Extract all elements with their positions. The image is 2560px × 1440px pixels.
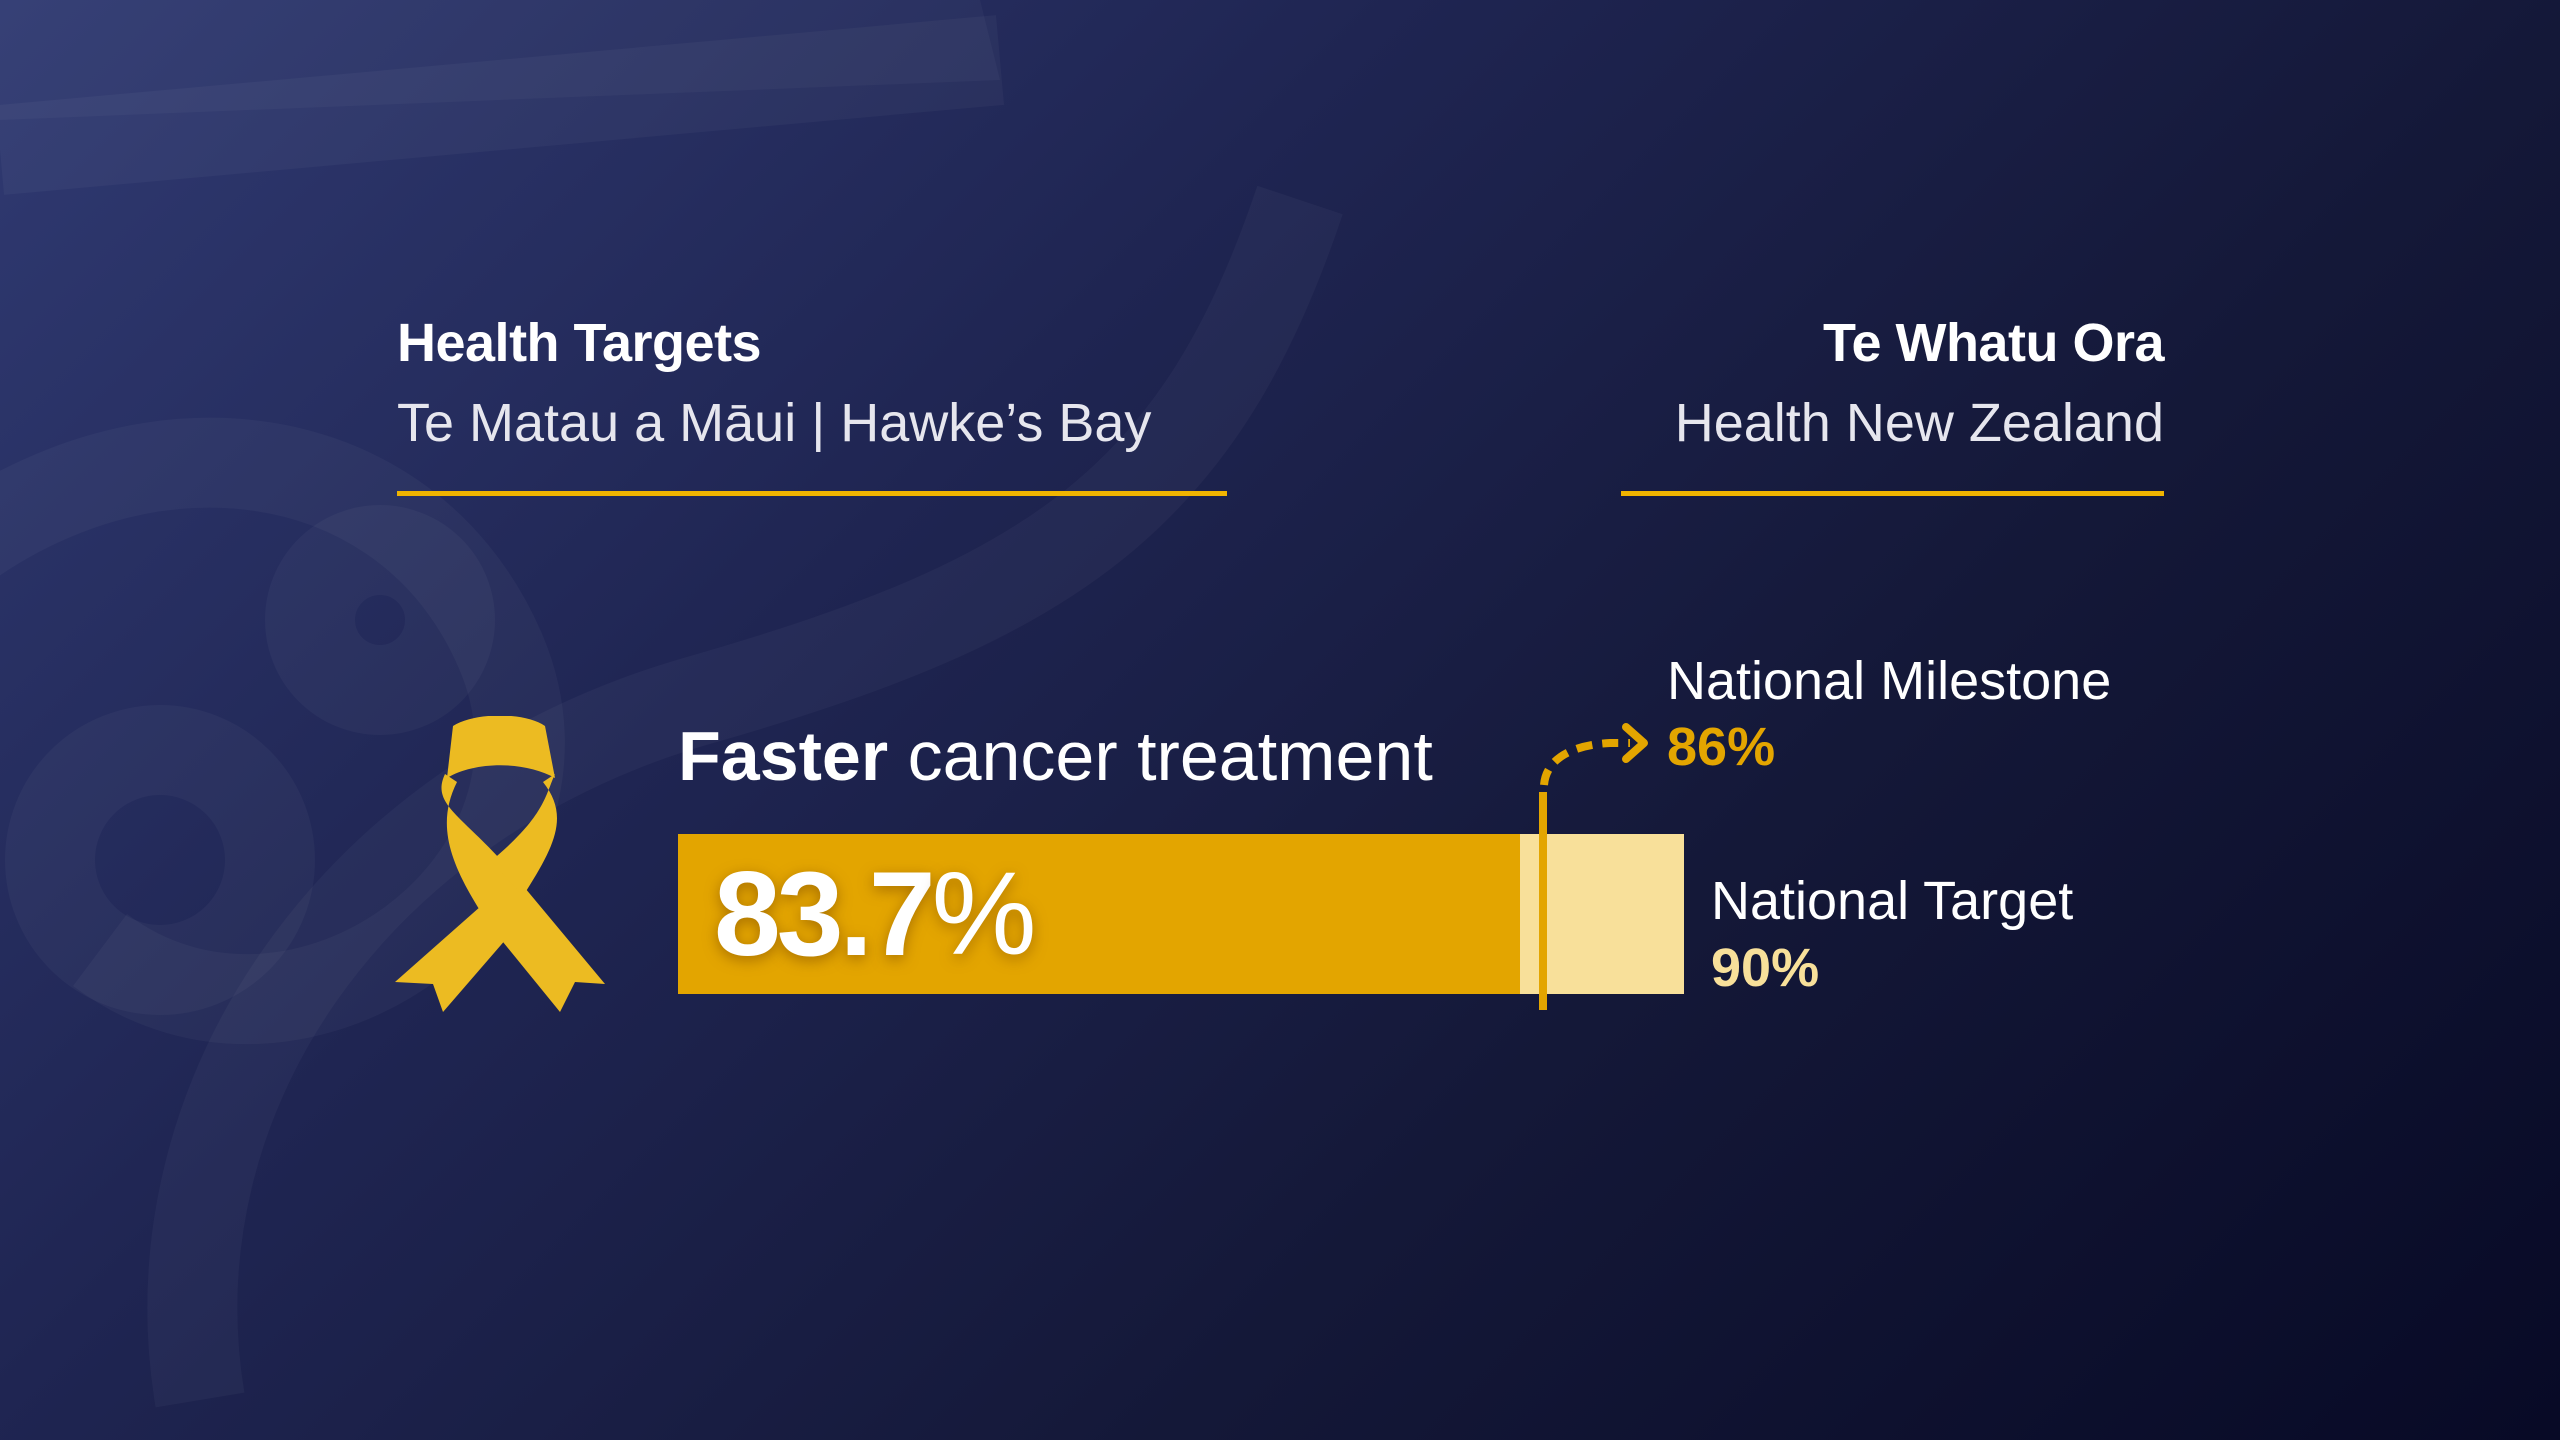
metric-title-rest: cancer treatment bbox=[907, 717, 1433, 795]
metric-title: Faster cancer treatment bbox=[678, 716, 1433, 796]
metric-value: 83.7% bbox=[714, 834, 1036, 994]
header-title: Health Targets bbox=[397, 313, 762, 373]
milestone-value: 86% bbox=[1667, 717, 1776, 777]
target-label: National Target bbox=[1711, 871, 2074, 931]
metric-value-unit: % bbox=[931, 848, 1037, 980]
org-title: Te Whatu Ora bbox=[1822, 313, 2165, 373]
progress-bar: 83.7% bbox=[678, 834, 1684, 994]
milestone-arrow-icon bbox=[1540, 723, 1648, 786]
milestone-label: National Milestone bbox=[1667, 651, 2112, 711]
header-right-divider bbox=[1621, 491, 2164, 496]
target-value: 90% bbox=[1711, 938, 1820, 998]
milestone-marker-line bbox=[1539, 792, 1548, 1010]
progress-bar-fill bbox=[678, 834, 1521, 994]
org-subtitle: Health New Zealand bbox=[1674, 393, 2164, 453]
header-subtitle: Te Matau a Māui | Hawke’s Bay bbox=[397, 393, 1152, 453]
metric-title-bold: Faster bbox=[678, 717, 889, 795]
awareness-ribbon-icon bbox=[395, 716, 605, 1012]
metric-value-number: 83.7 bbox=[714, 847, 936, 981]
header-left-divider bbox=[397, 491, 1227, 496]
